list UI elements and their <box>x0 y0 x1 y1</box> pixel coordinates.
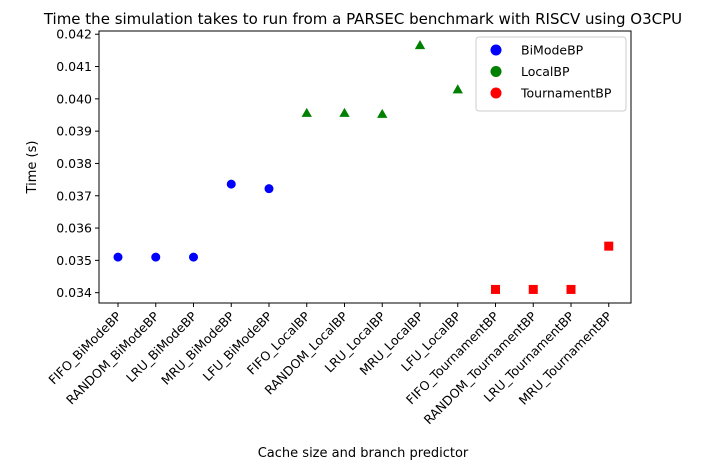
chart-title: Time the simulation takes to run from a … <box>43 10 682 28</box>
legend-label: BiModeBP <box>521 43 584 58</box>
data-point-tournamentbp <box>604 241 614 251</box>
legend-marker <box>490 44 502 56</box>
legend: BiModeBP LocalBP TournamentBP <box>475 36 627 112</box>
legend-marker <box>490 87 502 99</box>
data-point-localbp <box>339 107 350 117</box>
y-tick-label: 0.035 <box>56 253 92 268</box>
y-tick-label: 0.036 <box>56 221 92 236</box>
data-point-tournamentbp <box>566 284 576 294</box>
legend-marker <box>490 66 502 77</box>
x-axis: FIFO_BiModeBPRANDOM_BiModeBPLRU_BiModeBP… <box>45 303 615 427</box>
data-point-tournamentbp <box>528 284 538 294</box>
y-tick-label: 0.034 <box>56 285 92 300</box>
data-point-localbp <box>377 108 388 118</box>
y-axis-label: Time (s) <box>25 141 40 195</box>
y-tick-label: 0.040 <box>56 91 92 106</box>
legend-label: TournamentBP <box>520 86 612 101</box>
y-tick-label: 0.037 <box>56 188 92 203</box>
legend-label: LocalBP <box>521 64 570 79</box>
data-point-bimodebp <box>264 184 274 194</box>
data-point-bimodebp <box>151 252 161 262</box>
data-point-localbp <box>452 84 463 94</box>
data-points <box>113 40 614 294</box>
data-point-bimodebp <box>226 179 236 189</box>
data-point-tournamentbp <box>491 284 500 294</box>
y-tick-label: 0.041 <box>56 59 92 74</box>
y-tick-label: 0.038 <box>56 156 92 171</box>
y-axis: 0.034 0.035 0.036 0.037 0.038 0.039 0.040 0.041… <box>56 27 99 300</box>
data-point-bimodebp <box>189 252 198 262</box>
y-tick-label: 0.042 <box>56 27 92 42</box>
legend-box <box>475 36 627 112</box>
data-point-localbp <box>414 40 426 50</box>
data-point-bimodebp <box>113 252 123 262</box>
plot-area <box>98 30 632 304</box>
data-point-localbp <box>301 107 312 117</box>
y-tick-label: 0.039 <box>56 124 92 139</box>
x-axis-label: Cache size and branch predictor <box>258 446 469 461</box>
